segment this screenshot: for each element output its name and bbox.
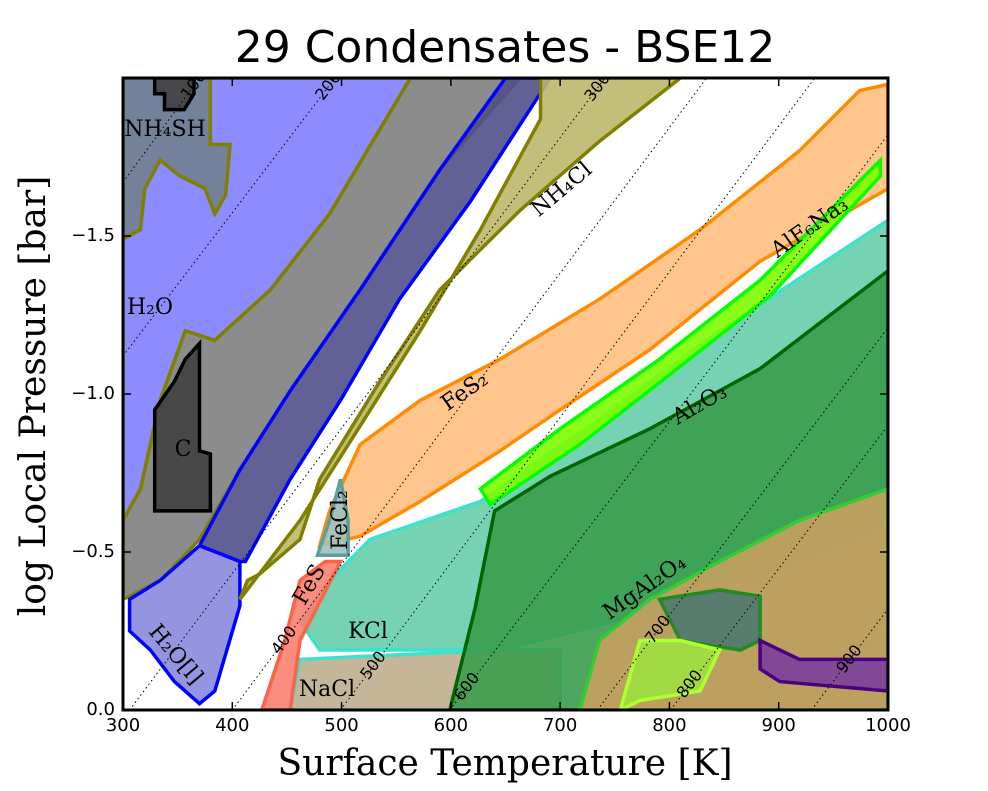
condensate-region	[758, 637, 888, 693]
region-label: KCl	[348, 619, 388, 644]
x-tick-label: 800	[652, 715, 686, 736]
plot-area: 100 200 300400500600700800900H₂ONH₄SHH₂O[l…	[123, 78, 888, 710]
y-tick-label: −1.0	[71, 383, 115, 404]
condensate-region	[259, 559, 344, 710]
x-tick-label: 500	[324, 715, 358, 736]
region-label: NH₄SH	[124, 117, 206, 142]
isotherm	[231, 78, 707, 710]
condensate-region	[238, 78, 684, 601]
x-tick-label: 300	[106, 715, 140, 736]
condensate-region	[152, 338, 213, 513]
condensate-region	[152, 78, 196, 112]
condensate-region	[127, 543, 242, 707]
region-label: FeCl₂	[328, 490, 353, 550]
isotherm	[340, 78, 816, 710]
x-tick-label: 1000	[865, 715, 911, 736]
region-label: NaCl	[299, 677, 355, 702]
condensate-region	[478, 155, 883, 508]
x-tick-label: 700	[543, 715, 577, 736]
isotherm	[811, 608, 888, 710]
x-tick-label: 600	[434, 715, 468, 736]
y-tick-label: −0.5	[71, 541, 115, 562]
y-tick-label: 0.0	[86, 699, 115, 720]
region-label: C	[175, 437, 192, 462]
condensate-region	[317, 82, 888, 549]
isotherm	[129, 78, 606, 710]
y-axis-label: log Local Pressure [bar]	[13, 176, 54, 616]
region-label: H₂O	[127, 295, 173, 320]
condensate-region	[123, 78, 233, 242]
condensate-region	[197, 78, 553, 564]
condensate-region	[618, 638, 723, 710]
x-axis-label: Surface Temperature [K]	[277, 743, 732, 784]
isotherm	[670, 425, 888, 710]
y-tick-label: −1.5	[71, 225, 115, 246]
x-tick-label: 900	[762, 715, 796, 736]
condensate-region	[315, 478, 350, 557]
x-tick-label: 400	[215, 715, 249, 736]
chart-title: 29 Condensates - BSE12	[235, 22, 776, 73]
axes: 300 400 500 600 700 800 900 1000 0.0 −0.5 −1.0 −1.5	[71, 76, 911, 736]
